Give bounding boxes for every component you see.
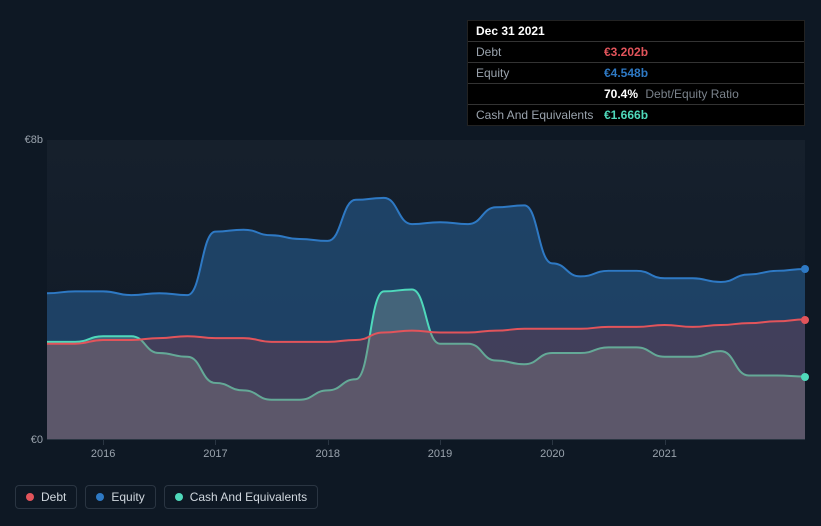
tooltip: Dec 31 2021 Debt€3.202bEquity€4.548b70.4… [467,20,805,126]
legend-item-equity[interactable]: Equity [85,485,155,509]
x-tick: 2016 [91,448,115,460]
cash-end-marker [801,373,809,381]
tooltip-label: Debt [476,45,604,59]
tooltip-row: Cash And Equivalents€1.666b [468,105,804,125]
legend-dot-icon [96,493,104,501]
x-tick-line [440,440,441,445]
x-tick-line [215,440,216,445]
debt-end-marker [801,316,809,324]
x-tick-line [552,440,553,445]
legend: Debt Equity Cash And Equivalents [15,485,318,509]
legend-label: Debt [41,490,66,504]
legend-dot-icon [26,493,34,501]
x-tick-line [328,440,329,445]
x-tick-line [103,440,104,445]
tooltip-extra: Debt/Equity Ratio [642,87,739,101]
x-axis: 2016 2017 2018 2019 2020 2021 [47,445,805,465]
x-tick: 2019 [428,448,452,460]
tooltip-value: €3.202b [604,45,648,59]
tooltip-date: Dec 31 2021 [468,21,804,42]
x-tick-line [665,440,666,445]
y-axis: €8b€0 [15,125,47,425]
x-tick: 2020 [540,448,564,460]
tooltip-value: €1.666b [604,108,648,122]
plot-area[interactable] [47,140,805,440]
equity-end-marker [801,265,809,273]
tooltip-label [476,87,604,101]
legend-label: Cash And Equivalents [190,490,307,504]
legend-label: Equity [111,490,144,504]
legend-dot-icon [175,493,183,501]
y-tick: €8b [25,134,43,146]
tooltip-label: Equity [476,66,604,80]
tooltip-row: 70.4% Debt/Equity Ratio [468,84,804,105]
tooltip-value: €4.548b [604,66,648,80]
x-tick: 2018 [315,448,339,460]
legend-item-cash-and-equivalents[interactable]: Cash And Equivalents [164,485,318,509]
tooltip-row: Debt€3.202b [468,42,804,63]
legend-item-debt[interactable]: Debt [15,485,77,509]
tooltip-value: 70.4% Debt/Equity Ratio [604,87,739,101]
tooltip-label: Cash And Equivalents [476,108,604,122]
x-tick: 2021 [652,448,676,460]
chart: €8b€0 201620172018201920202021 [15,125,805,465]
tooltip-row: Equity€4.548b [468,63,804,84]
x-tick: 2017 [203,448,227,460]
y-tick: €0 [31,434,43,446]
